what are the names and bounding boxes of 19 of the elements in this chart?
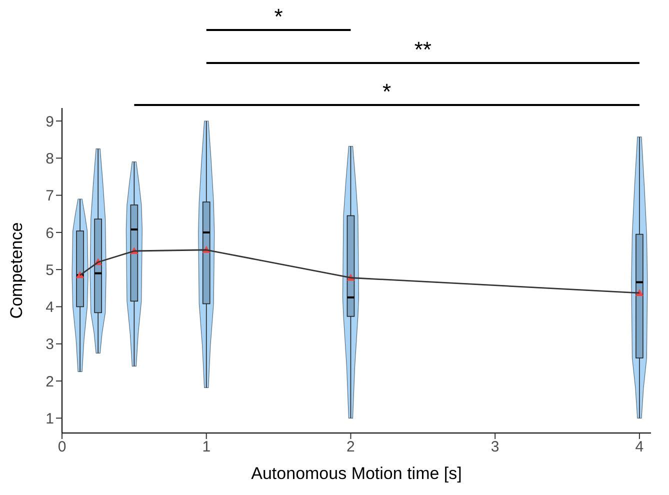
text: * (274, 4, 284, 29)
y-tick-label: 8 (46, 150, 54, 168)
x-axis-title: Autonomous Motion time [s] (251, 464, 462, 483)
x-tick-label: 2 (346, 438, 355, 456)
y-tick-label: 7 (46, 188, 54, 205)
y-tick-label: 3 (46, 336, 54, 354)
y-tick-label: 6 (46, 224, 54, 242)
y-axis-title: Competence (7, 222, 26, 319)
text: ** (414, 37, 432, 62)
x-tick-label: 3 (490, 438, 500, 456)
x-tick-label: 1 (202, 438, 211, 456)
y-tick-label: 5 (46, 262, 54, 279)
x-tick-label: 4 (635, 438, 644, 456)
y-tick-label: 4 (46, 299, 54, 316)
y-tick-label: 1 (46, 410, 54, 428)
x-tick-label: 0 (58, 438, 66, 456)
text: * (382, 79, 392, 104)
y-tick-label: 2 (46, 373, 54, 390)
y-tick-label: 9 (46, 113, 54, 130)
